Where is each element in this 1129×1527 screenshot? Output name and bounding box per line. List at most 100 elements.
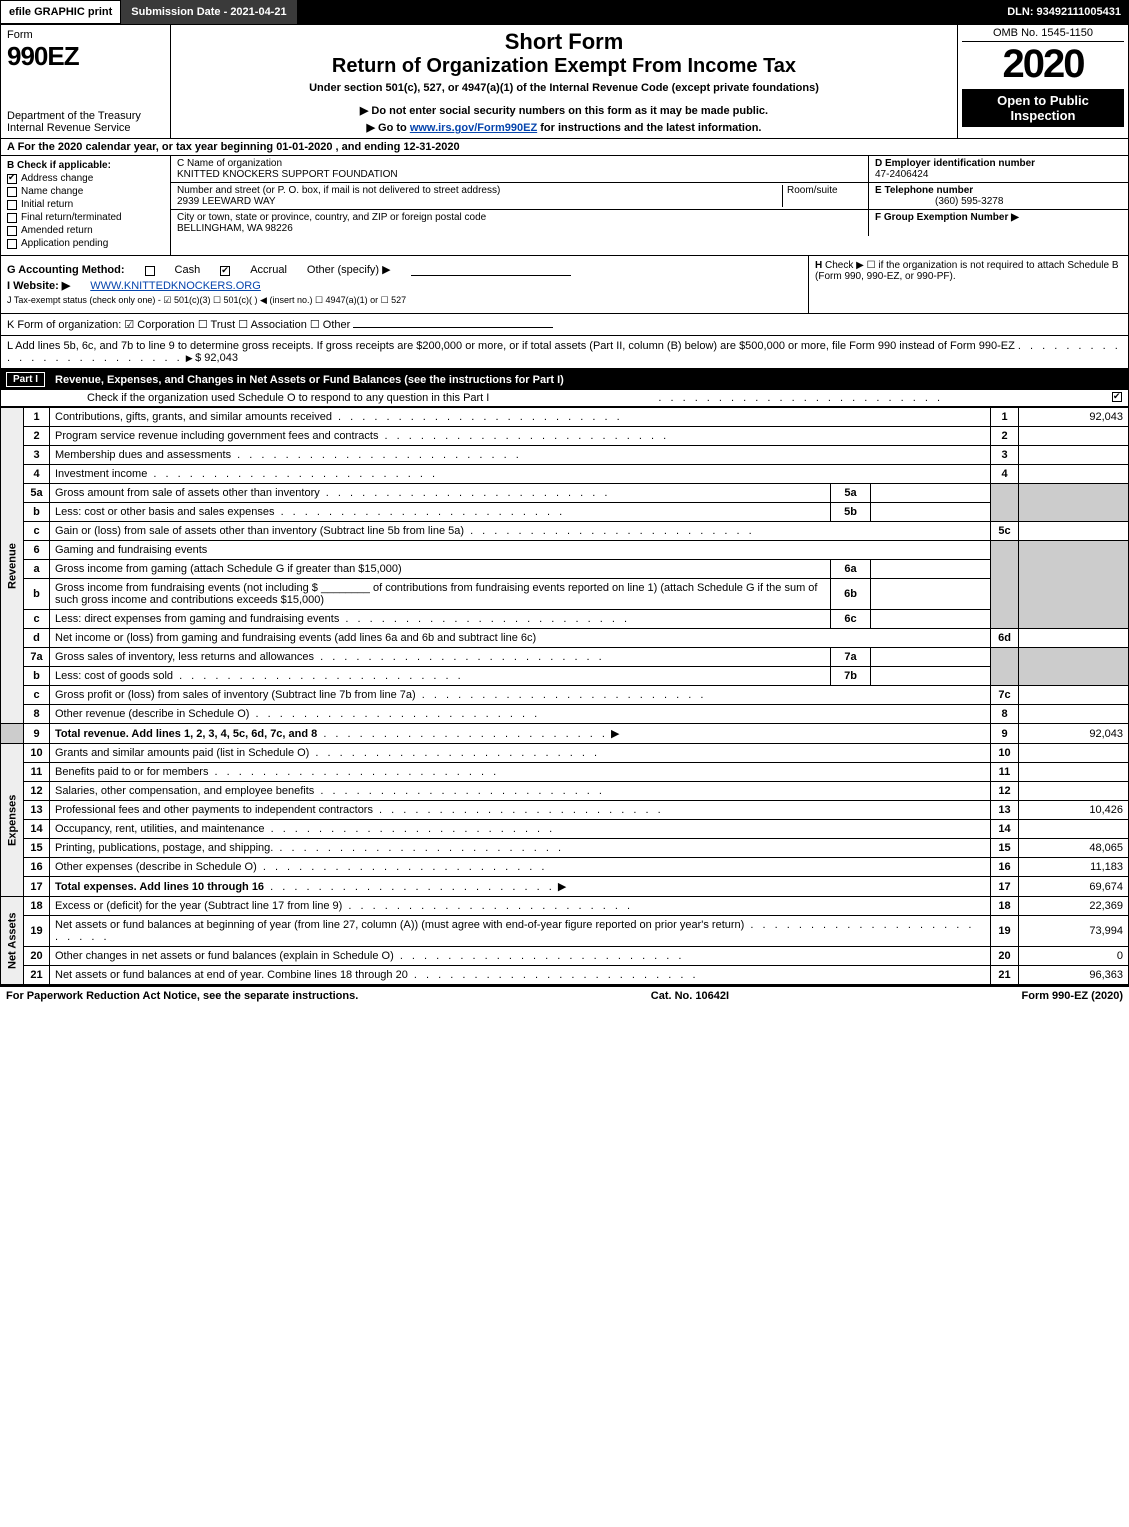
ln-1: 1 bbox=[24, 408, 50, 427]
goto-pre: ▶ Go to bbox=[367, 122, 410, 134]
l-amount: $ 92,043 bbox=[195, 352, 238, 364]
txt-6b: Gross income from fundraising events (no… bbox=[55, 582, 817, 606]
g-label: G Accounting Method: bbox=[7, 264, 125, 276]
part1-label: Part I bbox=[6, 372, 45, 387]
txt-6c: Less: direct expenses from gaming and fu… bbox=[55, 613, 339, 625]
l-arrow bbox=[186, 352, 195, 364]
subamt-5a bbox=[871, 484, 991, 503]
sublnr-6b: 6b bbox=[831, 579, 871, 610]
ln-6d: d bbox=[24, 629, 50, 648]
txt-7a: Gross sales of inventory, less returns a… bbox=[55, 651, 314, 663]
lbl-final-return: Final return/terminated bbox=[21, 212, 122, 223]
amt-3 bbox=[1019, 446, 1129, 465]
footer-left: For Paperwork Reduction Act Notice, see … bbox=[6, 990, 358, 1002]
ln-12: 12 bbox=[24, 782, 50, 801]
lbl-name-change: Name change bbox=[21, 186, 83, 197]
txt-15: Printing, publications, postage, and shi… bbox=[55, 842, 273, 854]
lbl-accrual: Accrual bbox=[250, 264, 287, 276]
ln-7c: c bbox=[24, 686, 50, 705]
under-section: Under section 501(c), 527, or 4947(a)(1)… bbox=[177, 82, 951, 94]
txt-11: Benefits paid to or for members bbox=[55, 766, 208, 778]
lnr-20: 20 bbox=[991, 947, 1019, 966]
irs-link[interactable]: www.irs.gov/Form990EZ bbox=[410, 122, 537, 134]
subamt-6a bbox=[871, 560, 991, 579]
lbl-initial-return: Initial return bbox=[21, 199, 73, 210]
cb-amended-return[interactable] bbox=[7, 226, 17, 236]
cb-final-return[interactable] bbox=[7, 213, 17, 223]
d-ein-label: D Employer identification number bbox=[875, 158, 1035, 169]
ln-18: 18 bbox=[24, 897, 50, 916]
goto-post: for instructions and the latest informat… bbox=[540, 122, 761, 134]
lnr-10: 10 bbox=[991, 744, 1019, 763]
open-to-public: Open to Public Inspection bbox=[962, 89, 1124, 127]
part1-title: Revenue, Expenses, and Changes in Net As… bbox=[55, 374, 564, 386]
shade-6b bbox=[1019, 541, 1129, 629]
shade-5b bbox=[1019, 484, 1129, 522]
amt-7c bbox=[1019, 686, 1129, 705]
j-tax-exempt: J Tax-exempt status (check only one) - ☑… bbox=[7, 295, 406, 306]
top-bar: efile GRAPHIC print Submission Date - 20… bbox=[0, 0, 1129, 24]
shade-5 bbox=[991, 484, 1019, 522]
amt-12 bbox=[1019, 782, 1129, 801]
k-other-input[interactable] bbox=[353, 327, 553, 328]
cb-address-change[interactable] bbox=[7, 174, 17, 184]
column-c-org-info: C Name of organization KNITTED KNOCKERS … bbox=[171, 156, 1128, 255]
cb-cash[interactable] bbox=[145, 266, 155, 276]
amt-11 bbox=[1019, 763, 1129, 782]
netassets-vert-label: Net Assets bbox=[1, 897, 24, 985]
amt-13: 10,426 bbox=[1019, 801, 1129, 820]
lnr-4: 4 bbox=[991, 465, 1019, 484]
txt-7c: Gross profit or (loss) from sales of inv… bbox=[55, 689, 416, 701]
ln-3: 3 bbox=[24, 446, 50, 465]
ln-7b: b bbox=[24, 667, 50, 686]
tax-year: 2020 bbox=[962, 42, 1124, 87]
lnr-15: 15 bbox=[991, 839, 1019, 858]
lnr-2: 2 bbox=[991, 427, 1019, 446]
shade-7 bbox=[991, 648, 1019, 686]
ln-11: 11 bbox=[24, 763, 50, 782]
ln-16: 16 bbox=[24, 858, 50, 877]
txt-4: Investment income bbox=[55, 468, 147, 480]
shade-6 bbox=[991, 541, 1019, 629]
cb-part1-scho[interactable] bbox=[1112, 392, 1122, 402]
row-g-h: G Accounting Method: Cash Accrual Other … bbox=[0, 256, 1129, 314]
amt-4 bbox=[1019, 465, 1129, 484]
amt-1: 92,043 bbox=[1019, 408, 1129, 427]
txt-16: Other expenses (describe in Schedule O) bbox=[55, 861, 257, 873]
d-ein-value: 47-2406424 bbox=[875, 169, 928, 180]
cb-application-pending[interactable] bbox=[7, 239, 17, 249]
part1-check-dots bbox=[658, 392, 943, 404]
page-footer: For Paperwork Reduction Act Notice, see … bbox=[0, 985, 1129, 1005]
no-ssn-note: ▶ Do not enter social security numbers o… bbox=[177, 104, 951, 117]
form-number: 990EZ bbox=[7, 41, 164, 72]
ln-6a: a bbox=[24, 560, 50, 579]
txt-7b: Less: cost of goods sold bbox=[55, 670, 173, 682]
k-form-org: K Form of organization: ☑ Corporation ☐ … bbox=[0, 314, 1129, 336]
column-b-checkboxes: B Check if applicable: Address change Na… bbox=[1, 156, 171, 255]
cb-name-change[interactable] bbox=[7, 187, 17, 197]
c-name-label: C Name of organization bbox=[177, 158, 862, 169]
cb-initial-return[interactable] bbox=[7, 200, 17, 210]
lbl-application-pending: Application pending bbox=[21, 238, 108, 249]
ln-6b: b bbox=[24, 579, 50, 610]
part1-header: Part I Revenue, Expenses, and Changes in… bbox=[0, 369, 1129, 390]
line-a-tax-year: A For the 2020 calendar year, or tax yea… bbox=[0, 139, 1129, 156]
other-specify-input[interactable] bbox=[411, 275, 571, 276]
txt-12: Salaries, other compensation, and employ… bbox=[55, 785, 314, 797]
cb-accrual[interactable] bbox=[220, 266, 230, 276]
part1-check-text: Check if the organization used Schedule … bbox=[7, 392, 489, 404]
amt-16: 11,183 bbox=[1019, 858, 1129, 877]
rev-shade bbox=[1, 724, 24, 744]
txt-18: Excess or (deficit) for the year (Subtra… bbox=[55, 900, 342, 912]
revenue-vert-label: Revenue bbox=[1, 408, 24, 724]
c-city-label: City or town, state or province, country… bbox=[177, 212, 862, 223]
efile-print-button[interactable]: efile GRAPHIC print bbox=[0, 0, 121, 24]
subamt-6c bbox=[871, 610, 991, 629]
lnr-17: 17 bbox=[991, 877, 1019, 897]
goto-row: ▶ Go to www.irs.gov/Form990EZ for instru… bbox=[177, 121, 951, 134]
c-street-label: Number and street (or P. O. box, if mail… bbox=[177, 185, 782, 196]
subamt-7a bbox=[871, 648, 991, 667]
expenses-vert-label: Expenses bbox=[1, 744, 24, 897]
e-phone-value: (360) 595-3278 bbox=[935, 196, 1003, 207]
website-link[interactable]: WWW.KNITTEDKNOCKERS.ORG bbox=[90, 280, 261, 292]
